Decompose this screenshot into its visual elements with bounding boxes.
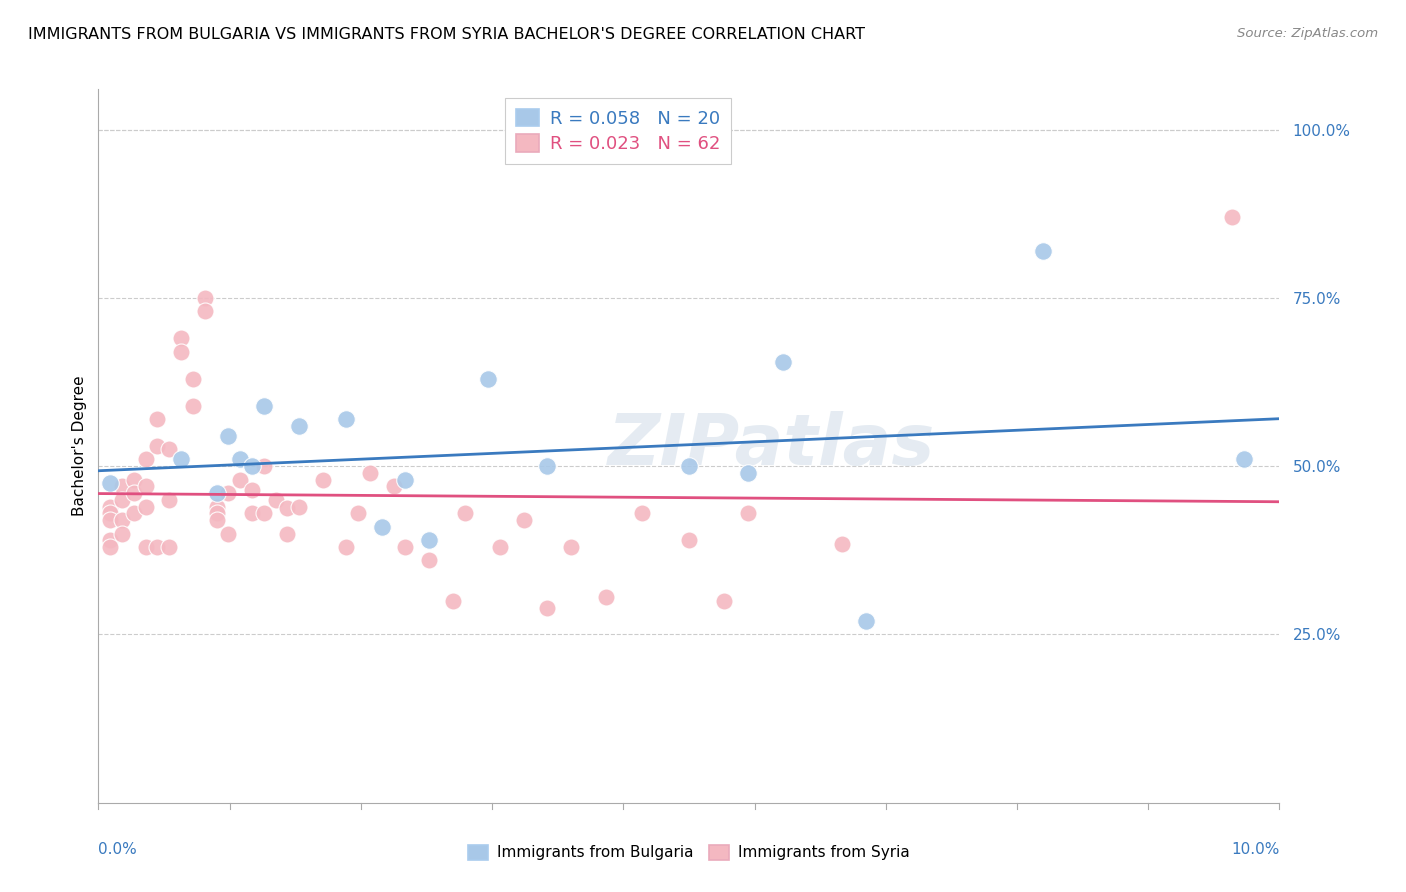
Point: [253, 506, 276, 520]
Text: 0.0%: 0.0%: [98, 842, 138, 857]
Point: [359, 466, 381, 480]
Point: [181, 372, 204, 386]
Y-axis label: Bachelor's Degree: Bachelor's Degree: [72, 376, 87, 516]
Point: [98, 513, 121, 527]
Point: [240, 459, 263, 474]
Point: [98, 540, 121, 554]
Point: [146, 439, 169, 453]
Point: [135, 540, 157, 554]
Point: [122, 486, 145, 500]
Point: [288, 418, 311, 433]
Point: [111, 526, 134, 541]
Point: [1220, 210, 1243, 224]
Point: [489, 540, 512, 554]
Point: [111, 479, 134, 493]
Point: [217, 486, 239, 500]
Point: [146, 540, 169, 554]
Point: [205, 513, 228, 527]
Point: [772, 355, 794, 369]
Point: [560, 540, 582, 554]
Point: [855, 614, 877, 628]
Point: [122, 473, 145, 487]
Point: [371, 520, 394, 534]
Point: [831, 536, 853, 550]
Point: [157, 442, 180, 457]
Point: [264, 492, 287, 507]
Point: [146, 412, 169, 426]
Point: [595, 591, 617, 605]
Point: [135, 479, 157, 493]
Point: [276, 526, 298, 541]
Text: Source: ZipAtlas.com: Source: ZipAtlas.com: [1237, 27, 1378, 40]
Point: [276, 500, 298, 515]
Text: ZIPatlas: ZIPatlas: [607, 411, 935, 481]
Point: [135, 452, 157, 467]
Point: [453, 506, 475, 520]
Point: [217, 429, 239, 443]
Point: [205, 486, 228, 500]
Point: [737, 506, 759, 520]
Point: [135, 500, 157, 514]
Point: [229, 473, 252, 487]
Point: [713, 594, 735, 608]
Point: [170, 331, 193, 345]
Text: IMMIGRANTS FROM BULGARIA VS IMMIGRANTS FROM SYRIA BACHELOR'S DEGREE CORRELATION : IMMIGRANTS FROM BULGARIA VS IMMIGRANTS F…: [28, 27, 865, 42]
Point: [335, 412, 357, 426]
Point: [678, 533, 700, 548]
Point: [335, 540, 357, 554]
Point: [170, 452, 193, 467]
Point: [394, 473, 416, 487]
Point: [157, 540, 180, 554]
Point: [536, 600, 558, 615]
Point: [512, 513, 534, 527]
Point: [240, 506, 263, 520]
Point: [122, 506, 145, 520]
Point: [418, 533, 440, 548]
Legend: Immigrants from Bulgaria, Immigrants from Syria: Immigrants from Bulgaria, Immigrants fro…: [463, 838, 915, 866]
Point: [157, 492, 180, 507]
Point: [98, 500, 121, 514]
Point: [382, 479, 405, 493]
Point: [98, 533, 121, 548]
Point: [1233, 452, 1256, 467]
Point: [98, 476, 121, 491]
Point: [111, 513, 134, 527]
Point: [205, 500, 228, 514]
Point: [194, 291, 217, 305]
Point: [477, 372, 499, 386]
Point: [441, 594, 464, 608]
Point: [98, 506, 121, 520]
Point: [205, 506, 228, 520]
Point: [288, 500, 311, 514]
Point: [418, 553, 440, 567]
Point: [240, 483, 263, 497]
Text: 10.0%: 10.0%: [1232, 842, 1279, 857]
Point: [229, 452, 252, 467]
Point: [737, 466, 759, 480]
Point: [194, 304, 217, 318]
Point: [312, 473, 335, 487]
Point: [111, 492, 134, 507]
Point: [253, 459, 276, 474]
Point: [394, 540, 416, 554]
Point: [347, 506, 370, 520]
Point: [181, 399, 204, 413]
Point: [253, 399, 276, 413]
Point: [1032, 244, 1054, 258]
Point: [630, 506, 652, 520]
Point: [536, 459, 558, 474]
Point: [217, 526, 239, 541]
Point: [678, 459, 700, 474]
Point: [170, 344, 193, 359]
